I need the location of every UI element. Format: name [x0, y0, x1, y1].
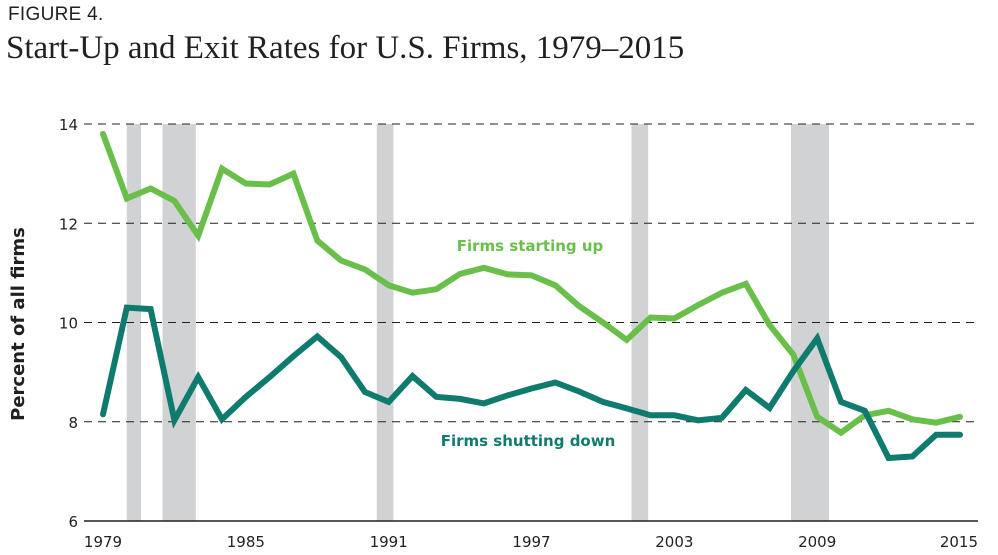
y-axis-label: Percent of all firms — [8, 227, 29, 421]
x-axis-ticks: 1979 1985 1991 1997 2003 2009 2015 — [84, 533, 978, 551]
y-tick-label: 14 — [59, 116, 78, 134]
x-tick-label: 1985 — [227, 533, 265, 551]
y-axis-ticks: 6 8 10 12 14 — [59, 116, 78, 531]
x-tick-label: 1997 — [512, 533, 550, 551]
y-tick-label: 6 — [68, 513, 78, 531]
chart-title: Start-Up and Exit Rates for U.S. Firms, … — [6, 30, 685, 66]
x-tick-label: 2009 — [798, 533, 836, 551]
figure-label: FIGURE 4. — [8, 4, 104, 25]
series-lines — [100, 130, 963, 462]
recession-band — [162, 124, 196, 521]
series-line-starting-up — [100, 130, 963, 437]
recession-band — [790, 124, 830, 521]
y-tick-label: 10 — [59, 315, 78, 333]
x-tick-label: 1979 — [84, 533, 122, 551]
series-label-shutting-down: Firms shutting down — [441, 432, 616, 450]
x-tick-label: 1991 — [370, 533, 408, 551]
x-tick-label: 2015 — [940, 533, 978, 551]
y-tick-label: 12 — [59, 215, 78, 233]
series-label-starting-up: Firms starting up — [457, 237, 604, 255]
y-tick-label: 8 — [68, 414, 78, 432]
x-tick-label: 2003 — [655, 533, 693, 551]
